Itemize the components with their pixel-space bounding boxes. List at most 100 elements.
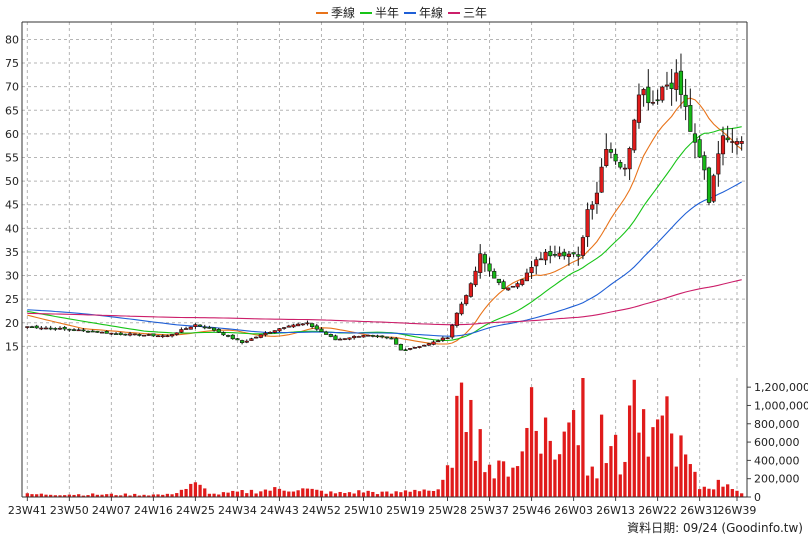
volume-bar xyxy=(669,433,674,497)
price-tick-label: 50 xyxy=(5,175,19,188)
candle-down xyxy=(501,281,506,290)
volume-bar xyxy=(740,493,744,497)
volume-bar xyxy=(310,488,314,497)
volume-bar xyxy=(637,432,641,497)
volume-bar xyxy=(128,495,132,497)
volume-bar xyxy=(394,491,398,497)
volume-bar xyxy=(716,479,720,497)
candle-up xyxy=(366,334,371,337)
volume-bar xyxy=(240,490,244,497)
volume-bar xyxy=(254,493,258,497)
volume-bar xyxy=(49,494,53,497)
legend-label: 季線 xyxy=(331,5,355,20)
volume-bar xyxy=(95,494,100,497)
volume-bar xyxy=(315,489,319,497)
volume-bar xyxy=(86,495,90,497)
candle-down xyxy=(48,327,53,330)
volume-bar xyxy=(702,486,706,497)
candle-down xyxy=(394,338,399,345)
candle-up xyxy=(352,335,357,339)
price-tick-label: 55 xyxy=(5,152,19,165)
candle-down xyxy=(328,334,333,337)
candle-up xyxy=(636,94,642,123)
candle-up xyxy=(520,279,525,285)
volume-bar xyxy=(436,489,440,497)
x-tick-label: 26W39 xyxy=(718,504,757,517)
candle-up xyxy=(445,337,450,340)
x-tick-label: 25W28 xyxy=(428,504,467,517)
volume-bar xyxy=(375,494,380,497)
volume-bar xyxy=(627,405,632,497)
x-tick-label: 24W16 xyxy=(134,504,173,517)
volume-bar xyxy=(343,493,347,497)
candle-up xyxy=(506,287,511,291)
candle-up xyxy=(604,149,609,166)
volume-bar xyxy=(497,460,501,497)
candle-up xyxy=(473,270,478,286)
x-tick-label: 24W34 xyxy=(218,504,257,517)
candle-up xyxy=(580,237,585,256)
candle-down xyxy=(678,70,684,95)
volume-bar xyxy=(81,495,85,497)
volume-bar xyxy=(623,461,627,497)
volume-bar xyxy=(427,490,431,497)
candle-up xyxy=(734,141,740,145)
volume-bar xyxy=(520,451,524,497)
legend: 季線 半年 年線 三年 xyxy=(316,5,487,20)
candle-down xyxy=(221,332,226,336)
candle-up xyxy=(342,338,347,340)
candle-down xyxy=(310,323,315,328)
volume-bar xyxy=(431,490,436,497)
volume-bar xyxy=(707,488,711,497)
x-tick-label: 24W25 xyxy=(176,504,215,517)
candle-down xyxy=(207,327,212,329)
volume-bar xyxy=(553,459,557,497)
x-axis-ticks: 23W41 23W50 24W07 24W16 24W25 24W34 24W43 24W52… xyxy=(8,497,757,517)
volume-bar xyxy=(221,492,226,497)
x-tick-label: 24W52 xyxy=(302,504,341,517)
candle-up xyxy=(155,335,161,338)
volume-bar xyxy=(721,486,725,497)
volume-bar xyxy=(338,491,342,497)
volume-bar xyxy=(529,387,534,497)
volume-bar xyxy=(25,493,29,497)
candle-up xyxy=(244,340,249,343)
volume-bar xyxy=(483,472,487,497)
volume-tick-label: 0 xyxy=(754,491,761,504)
candle-up xyxy=(361,335,366,338)
source-label: 資料日期: 09/24 (Goodinfo.tw) xyxy=(627,521,803,535)
ma-line-quarter xyxy=(27,97,743,345)
volume-bar xyxy=(35,494,39,497)
volume-axis-ticks: 0 200,000 400,000 600,000 800,000 1,000,000 1,… xyxy=(747,381,808,504)
candle-down xyxy=(151,333,156,337)
volume-bar xyxy=(665,396,669,497)
candle-down xyxy=(608,149,614,153)
candle-down xyxy=(67,328,72,331)
candle-up xyxy=(300,323,305,326)
candle-up xyxy=(716,153,721,175)
volume-tick-label: 800,000 xyxy=(754,418,800,431)
volume-bar xyxy=(469,399,473,497)
volume-tick-label: 200,000 xyxy=(754,473,800,486)
volume-bar xyxy=(408,491,412,497)
price-tick-label: 60 xyxy=(5,128,19,141)
candle-down xyxy=(646,86,651,104)
volume-bar xyxy=(585,475,590,497)
x-tick-label: 23W50 xyxy=(50,504,89,517)
volume-bar xyxy=(576,445,580,497)
volume-bar xyxy=(249,489,254,497)
candlesticks xyxy=(25,53,744,352)
candle-down xyxy=(62,327,67,330)
price-tick-label: 80 xyxy=(5,33,19,46)
volume-bar xyxy=(100,494,104,497)
candle-down xyxy=(613,153,618,162)
candle-down xyxy=(319,328,324,333)
candle-down xyxy=(552,254,557,256)
candle-down xyxy=(576,254,581,257)
volume-bar xyxy=(571,410,576,497)
volume-bar xyxy=(455,395,459,497)
volume-bar xyxy=(123,493,128,497)
candle-up xyxy=(440,337,445,341)
candle-down xyxy=(389,337,394,340)
volume-bar xyxy=(534,430,538,497)
